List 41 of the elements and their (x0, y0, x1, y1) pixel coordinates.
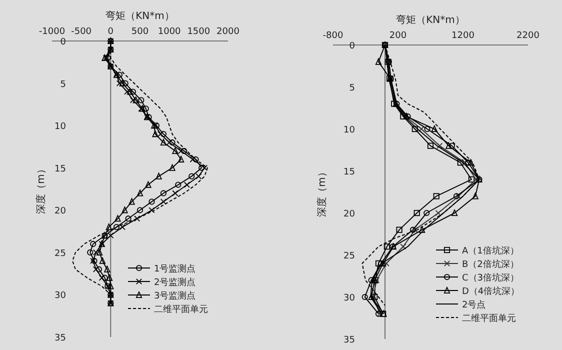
x-tick-label: 1000 (158, 27, 182, 37)
legend-label: D（4倍坑深） (462, 286, 520, 297)
legend-label: 1号监测点 (154, 264, 196, 274)
y-tick-label: 30 (344, 294, 356, 304)
legend-label: 2号点 (462, 300, 486, 310)
y-tick-label: 10 (344, 126, 356, 136)
y-tick-label: 35 (54, 334, 66, 344)
x-tick-label: 1200 (452, 31, 475, 41)
x-tick-label: 200 (389, 31, 407, 41)
y-tick-label: 35 (344, 336, 355, 346)
x-tick-label: -500 (71, 27, 92, 37)
y-tick-label: 0 (60, 38, 66, 48)
legend-label: 二维平面单元 (154, 304, 208, 315)
legend-label: C（3倍坑深） (462, 272, 520, 284)
y-tick-label: 25 (344, 252, 355, 262)
y-tick-label: 30 (54, 291, 66, 302)
y-tick-label: 20 (54, 206, 66, 217)
y-tick-label: 10 (54, 122, 66, 132)
legend-label: A（1倍坑深） (462, 246, 519, 256)
y-tick-label: 5 (60, 80, 66, 90)
x-tick-label: 2200 (516, 31, 540, 41)
legend-label: B（2倍坑深） (462, 259, 519, 270)
x-tick-label: -800 (322, 31, 344, 41)
y-tick-label: 25 (54, 248, 66, 259)
x-tick-label: -1000 (38, 27, 66, 37)
y-tick-label: 15 (54, 164, 66, 174)
y-axis-title: 深度（m） (316, 167, 328, 217)
legend-label: 二维平面单元 (462, 313, 516, 324)
y-tick-label: 5 (349, 84, 355, 94)
y-tick-label: 20 (344, 210, 356, 220)
y-tick-label: 15 (344, 168, 355, 178)
y-tick-label: 0 (349, 42, 356, 52)
x-axis-title: 弯矩（KN*m） (396, 14, 465, 26)
x-tick-label: 1500 (187, 27, 210, 37)
legend-label: 3号监测点 (154, 290, 196, 302)
x-tick-label: 2000 (216, 27, 240, 37)
legend-label: 2号监测点 (154, 277, 196, 288)
x-tick-label: 500 (131, 27, 149, 37)
x-tick-label: 0 (108, 27, 114, 37)
x-axis-title: 弯矩（KN*m） (106, 10, 174, 22)
y-axis-title: 深度（m） (35, 164, 47, 214)
